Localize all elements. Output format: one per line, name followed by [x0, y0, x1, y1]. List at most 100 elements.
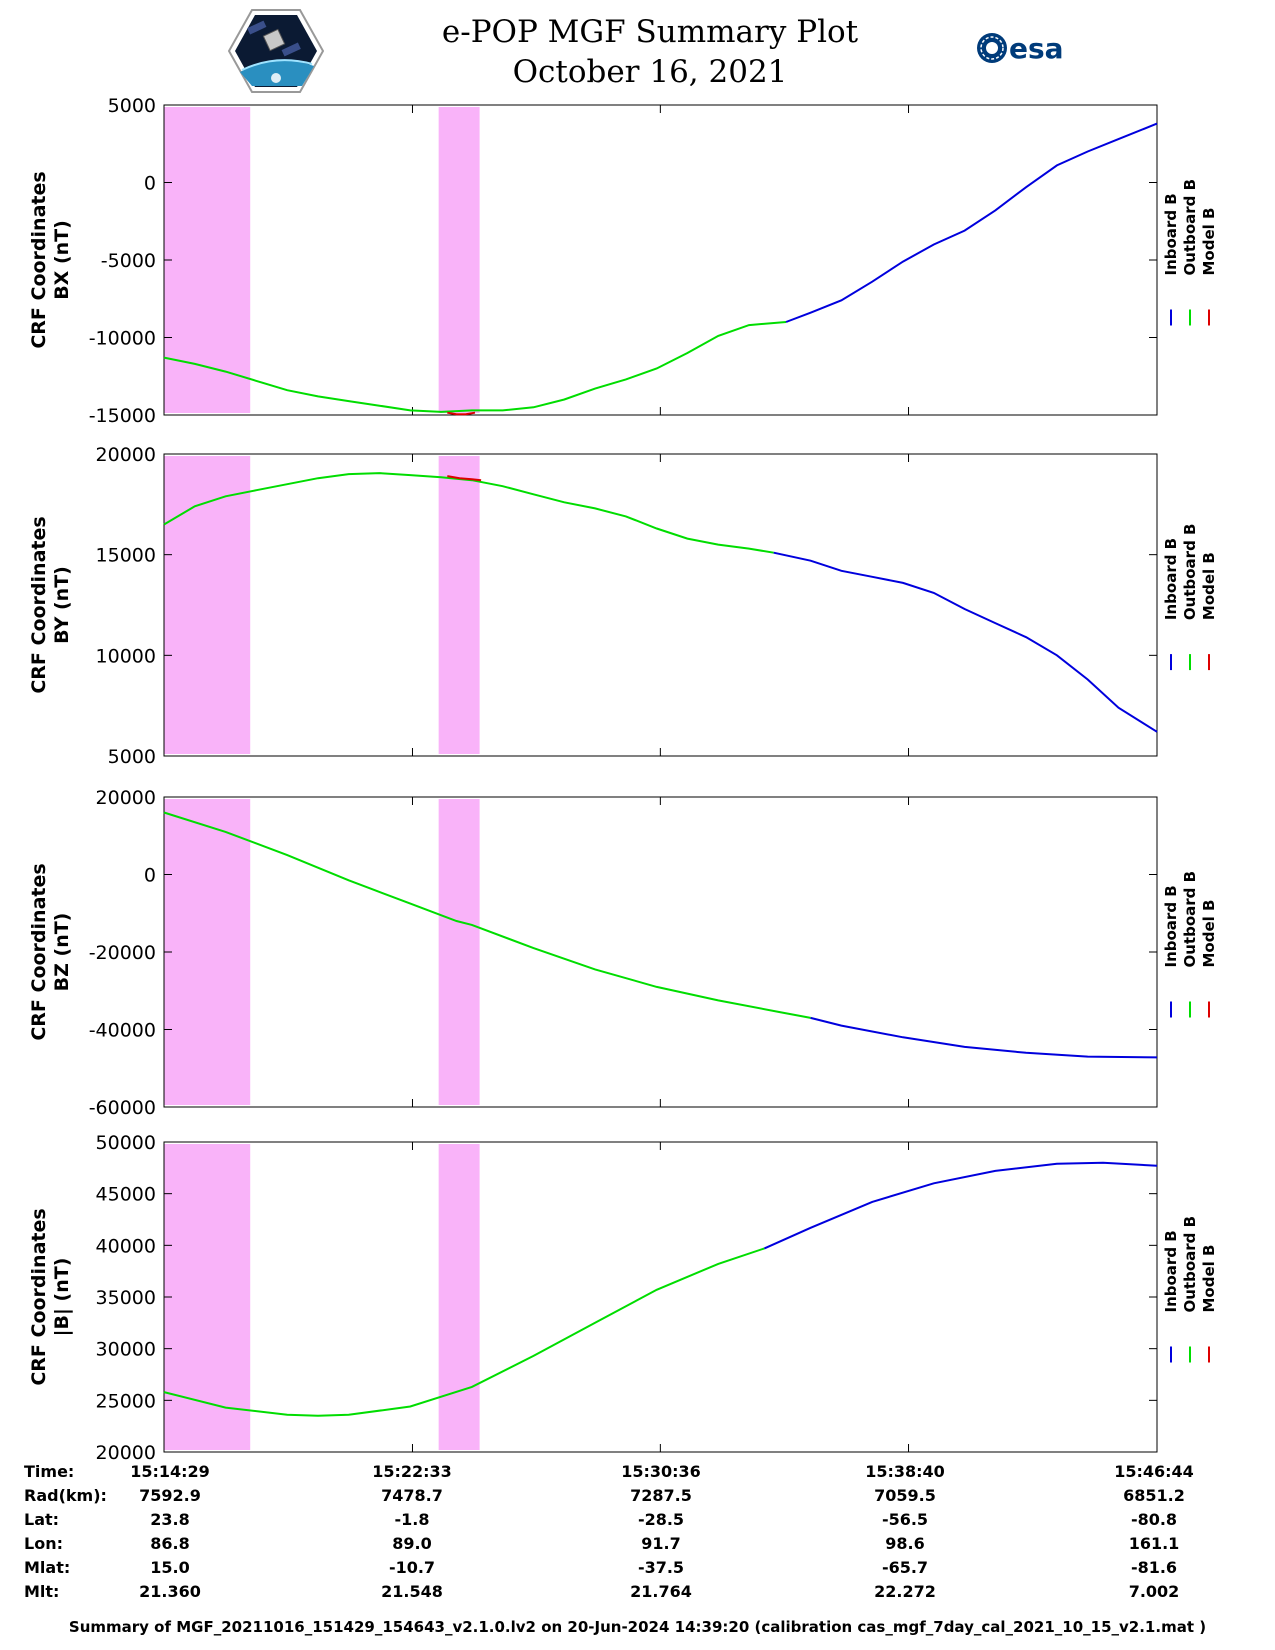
shaded-interval	[164, 799, 251, 1105]
esa-logo-icon: esa	[975, 28, 1065, 73]
legend-label: Inboard B	[1162, 885, 1180, 967]
series-line-outboard	[163, 811, 811, 1019]
plot-date: October 16, 2021	[512, 54, 788, 90]
info-row-value: 7.002	[1128, 1582, 1180, 1601]
y-tick-label: 5000	[108, 746, 156, 768]
y-axis-label: CRF Coordinates	[28, 1208, 50, 1385]
info-row-value: 98.6	[885, 1534, 925, 1553]
y-tick-label: 45000	[96, 1184, 156, 1206]
y-tick-label: 10000	[96, 645, 156, 667]
y-tick-label: -15000	[89, 405, 156, 427]
y-axis-label: CRF Coordinates	[28, 171, 50, 348]
info-row-value: 21.360	[139, 1582, 201, 1601]
y-tick-label: 25000	[96, 1390, 156, 1412]
y-tick-label: -20000	[89, 942, 156, 964]
y-tick-label: 20000	[96, 787, 156, 809]
info-row-value: 15.0	[150, 1558, 190, 1577]
y-tick-label: 30000	[96, 1339, 156, 1361]
legend-label: Outboard B	[1181, 1216, 1199, 1313]
series-line-inboard	[773, 551, 1158, 733]
info-row-value: 89.0	[392, 1534, 432, 1553]
info-row-label: Lon:	[24, 1534, 63, 1553]
plot-frame	[163, 453, 1158, 757]
info-row-value: 23.8	[150, 1510, 190, 1529]
info-row-value: 15:22:33	[372, 1462, 452, 1481]
info-row-value: 91.7	[641, 1534, 681, 1553]
info-row-value: 7592.9	[139, 1486, 201, 1505]
info-row-value: 15:30:36	[621, 1462, 701, 1481]
legend-label: Model B	[1200, 552, 1218, 620]
series-line-inboard	[763, 1161, 1158, 1250]
legend-label: Inboard B	[1162, 538, 1180, 620]
y-tick-label: -40000	[89, 1020, 156, 1042]
info-row-value: 7059.5	[874, 1486, 936, 1505]
legend-label: Inboard B	[1162, 193, 1180, 275]
orbit-info-table: Time: 15:14:29 15:22:33 15:30:36 15:38:40 15:…	[0, 1462, 1275, 1612]
chart-panel-1: 5000 0 -5000 -10000 -15000 CRF Coordinates BX …	[28, 95, 1218, 427]
y-tick-label: -60000	[89, 1097, 156, 1119]
shaded-interval	[438, 1144, 480, 1450]
info-row-value: -10.7	[388, 1558, 436, 1577]
series-line-outboard	[163, 321, 787, 413]
legend-label: Model B	[1200, 1245, 1218, 1313]
info-row-value: 7478.7	[381, 1486, 443, 1505]
y-tick-label: 20000	[96, 1442, 156, 1460]
info-row-value: -81.6	[1130, 1558, 1178, 1577]
plot-frame	[163, 104, 1158, 416]
y-axis-label: CRF Coordinates	[28, 516, 50, 693]
info-row-value: -56.5	[881, 1510, 929, 1529]
y-axis-unit-label: |B| (nT)	[51, 1258, 73, 1337]
info-row-value: 161.1	[1128, 1534, 1180, 1553]
y-tick-label: -5000	[101, 250, 156, 272]
shaded-interval	[164, 1144, 251, 1450]
chart-panel-4: 50000 45000 40000 35000 30000 25000 20000 CRF C…	[28, 1132, 1218, 1460]
info-row-value: -65.7	[881, 1558, 929, 1577]
y-tick-label: 20000	[96, 444, 156, 466]
info-row-value: 22.272	[874, 1582, 936, 1601]
info-row-value: 7287.5	[630, 1486, 692, 1505]
info-row-label: Mlt:	[24, 1582, 60, 1601]
legend-label: Model B	[1200, 208, 1218, 276]
y-axis-unit-label: BZ (nT)	[51, 913, 73, 992]
info-row-value: 6851.2	[1123, 1486, 1185, 1505]
y-tick-label: 35000	[96, 1287, 156, 1309]
legend-label: Outboard B	[1181, 179, 1199, 276]
chart-panel-3: 20000 0 -20000 -40000 -60000 CRF Coordinates B…	[28, 787, 1218, 1119]
legend-label: Model B	[1200, 900, 1218, 968]
series-line-model	[447, 411, 476, 416]
info-row-label: Rad(km):	[24, 1486, 107, 1505]
shaded-interval	[164, 107, 251, 413]
legend-label: Outboard B	[1181, 524, 1199, 621]
y-tick-label: 0	[144, 173, 156, 195]
info-row-value: -28.5	[637, 1510, 685, 1529]
series-line-inboard	[785, 122, 1158, 323]
info-row-value: 15:46:44	[1114, 1462, 1194, 1481]
info-row-value: -1.8	[394, 1510, 430, 1529]
plot-title: e-POP MGF Summary Plot	[441, 14, 859, 50]
y-axis-unit-label: BY (nT)	[51, 566, 73, 644]
y-tick-label: 50000	[96, 1132, 156, 1154]
y-tick-label: 40000	[96, 1235, 156, 1257]
series-line-outboard	[163, 1247, 765, 1417]
shaded-interval	[438, 456, 480, 754]
legend-label: Inboard B	[1162, 1230, 1180, 1312]
info-row-value: 21.548	[381, 1582, 443, 1601]
info-row-value: 21.764	[630, 1582, 692, 1601]
shaded-interval	[438, 107, 480, 413]
y-tick-label: 15000	[96, 545, 156, 567]
info-row-value: 15:14:29	[130, 1462, 210, 1481]
series-line-model	[447, 475, 482, 482]
legend-label: Outboard B	[1181, 871, 1199, 968]
series-line-inboard	[810, 1016, 1158, 1059]
plot-frame	[163, 796, 1158, 1108]
y-tick-label: 5000	[108, 95, 156, 117]
shaded-interval	[164, 456, 251, 754]
chart-panel-2: 20000 15000 10000 5000 CRF Coordinates BY (nT…	[28, 444, 1218, 768]
info-row-value: 86.8	[150, 1534, 190, 1553]
info-row-value: -80.8	[1130, 1510, 1178, 1529]
plot-frame	[163, 1141, 1158, 1453]
info-row-label: Mlat:	[24, 1558, 71, 1577]
y-tick-label: -10000	[89, 328, 156, 350]
shaded-interval	[438, 799, 480, 1105]
